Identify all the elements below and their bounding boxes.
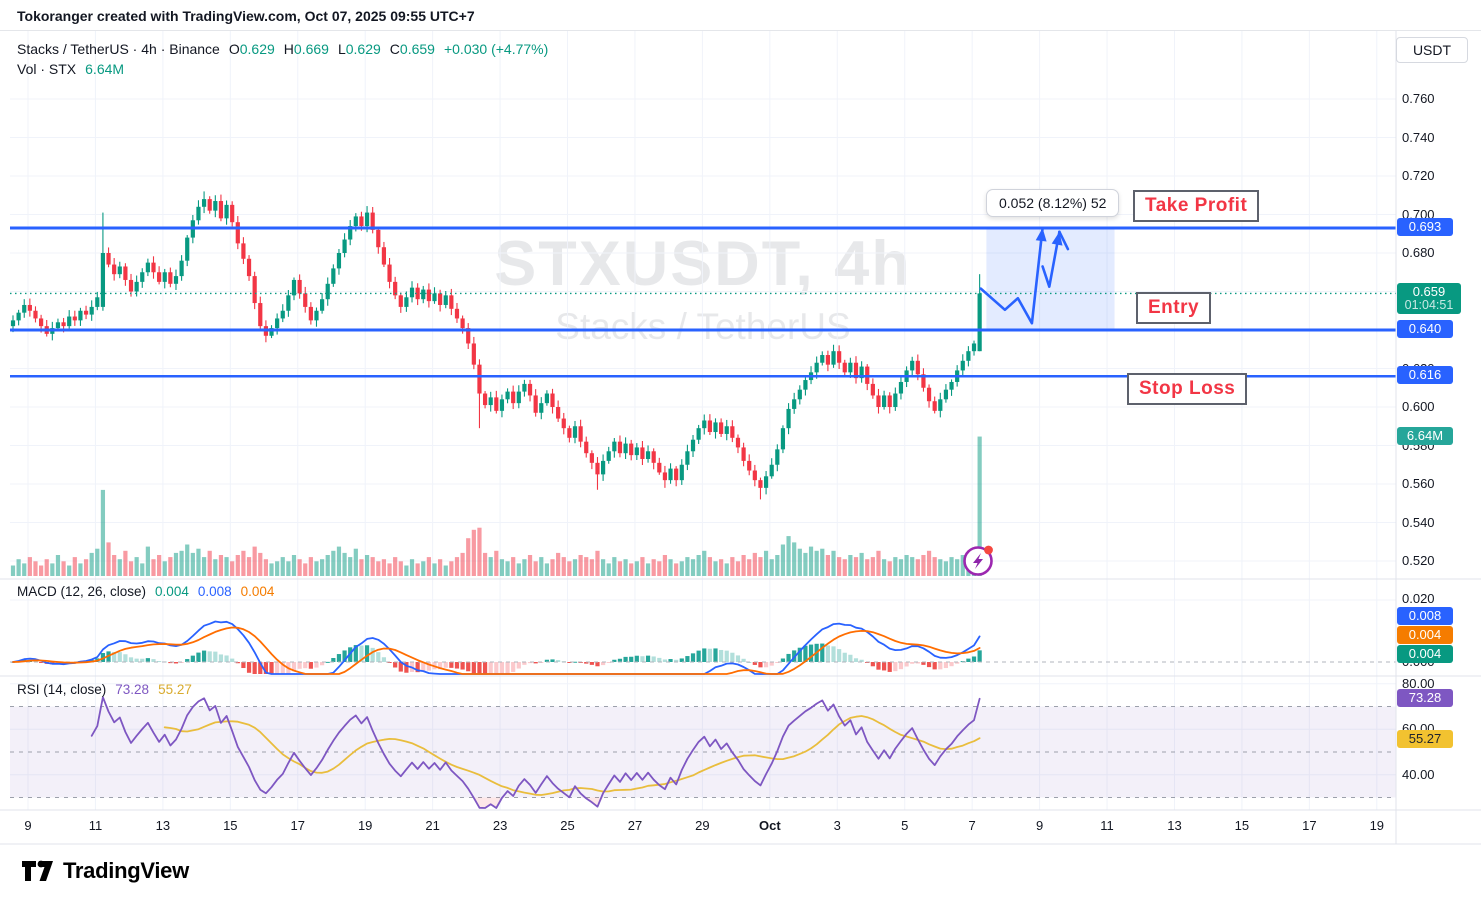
time-tick: 7 (968, 818, 976, 833)
high-label: H (283, 41, 294, 57)
currency-toggle-button[interactable]: USDT (1396, 37, 1468, 63)
time-tick: 9 (1035, 818, 1044, 833)
rsi-tick: 40.00 (1402, 766, 1435, 782)
time-tick: 29 (695, 818, 710, 833)
tradingview-logo[interactable]: TradingView (22, 858, 189, 884)
tradingview-logo-mark (22, 860, 53, 881)
macd-legend[interactable]: MACD (12, 26, close) 0.004 0.008 0.004 (17, 584, 274, 599)
stop-loss-label[interactable]: Stop Loss (1127, 373, 1248, 405)
time-tick: 23 (492, 818, 508, 833)
rsi-legend[interactable]: RSI (14, close) 73.28 55.27 (17, 682, 192, 697)
macd-tick: 0.020 (1402, 591, 1435, 606)
volume-label[interactable]: Vol · STX (17, 61, 77, 77)
rsi-pane (90, 696, 981, 809)
volume-series (10, 436, 982, 576)
time-tick: 5 (901, 818, 909, 833)
rsi-label: RSI (14, close) (17, 682, 107, 697)
price-tick: 0.540 (1402, 514, 1435, 530)
tradingview-logo-text: TradingView (63, 858, 189, 883)
time-tick: 25 (560, 818, 575, 833)
close-label: C (389, 41, 400, 57)
close-value: 0.659 (399, 41, 435, 57)
time-tick: 27 (627, 818, 643, 833)
time-tick: 19 (357, 818, 373, 833)
attribution-text: Tokoranger created with TradingView.com,… (17, 8, 475, 24)
volume-value: 6.64M (85, 61, 125, 77)
measurement-tooltip[interactable]: 0.052 (8.12%) 52 (986, 189, 1120, 217)
high-value: 0.669 (293, 41, 329, 57)
time-tick: 19 (1369, 818, 1385, 833)
time-tick: 11 (88, 818, 103, 833)
time-tick: 17 (1302, 818, 1317, 833)
candlestick-series (10, 191, 982, 500)
low-value: 0.629 (345, 41, 381, 57)
macd-signal-value: 0.004 (240, 584, 275, 599)
time-tick: 15 (1234, 818, 1250, 833)
projection-arrows (979, 226, 1070, 325)
attribution-bar: Tokoranger created with TradingView.com,… (0, 0, 1481, 31)
price-tick: 0.760 (1402, 91, 1435, 106)
time-tick: 15 (223, 818, 238, 833)
time-tick: 13 (1167, 818, 1182, 833)
time-tick: Oct (758, 818, 781, 833)
macd-value-badge: 0.004 (1397, 645, 1453, 663)
time-tick: 21 (425, 818, 440, 833)
price-level-badge: 0.693 (1397, 217, 1453, 236)
macd-pane (10, 620, 1396, 675)
price-level-badge: 6.64M (1397, 426, 1453, 445)
macd-hist-value: 0.004 (155, 584, 189, 599)
change-value: +0.030 (+4.77%) (443, 41, 549, 57)
rsi-ma-value: 55.27 (158, 682, 192, 697)
price-tick: 0.680 (1402, 245, 1435, 260)
grid (10, 31, 1396, 810)
open-label: O (228, 41, 240, 57)
rsi-tick: 80.00 (1402, 675, 1435, 691)
pane-separators (0, 31, 1481, 845)
low-label: L (337, 41, 346, 57)
price-tick: 0.520 (1402, 553, 1435, 568)
price-tick: 0.700 (1402, 206, 1435, 222)
price-level-badge: 0.640 (1397, 320, 1453, 338)
flash-publish-icon[interactable] (963, 545, 993, 576)
time-tick: 3 (833, 818, 841, 833)
time-tick: 13 (155, 818, 171, 833)
entry-label[interactable]: Entry (1136, 292, 1212, 324)
time-tick: 11 (1100, 818, 1114, 833)
price-level-badge: 0.616 (1397, 366, 1453, 385)
rsi-value-badge: 55.27 (1397, 730, 1453, 748)
macd-value-badge: 0.004 (1397, 626, 1453, 644)
open-value: 0.629 (239, 41, 275, 57)
macd-value-badge: 0.008 (1397, 607, 1453, 625)
macd-label: MACD (12, 26, close) (17, 584, 147, 599)
symbol-title[interactable]: Stacks / TetherUS · 4h · Binance (17, 41, 220, 57)
symbol-legend: Stacks / TetherUS · 4h · Binance O0.629 … (17, 39, 548, 79)
macd-line-value: 0.008 (197, 584, 232, 599)
time-tick: 9 (24, 818, 32, 833)
trade-levels (10, 226, 1396, 378)
price-tick: 0.740 (1402, 129, 1435, 145)
take-profit-label[interactable]: Take Profit (1133, 190, 1260, 222)
price-tick: 0.600 (1402, 399, 1435, 414)
price-tick: 0.560 (1402, 476, 1435, 491)
current-price-badge: 0.659 01:04:51 (1397, 283, 1461, 315)
rsi-value: 73.28 (115, 682, 150, 697)
rsi-value-badge: 73.28 (1397, 689, 1453, 708)
time-tick: 17 (290, 818, 305, 833)
price-tick: 0.720 (1402, 168, 1435, 183)
rsi-bands (10, 706, 1396, 798)
